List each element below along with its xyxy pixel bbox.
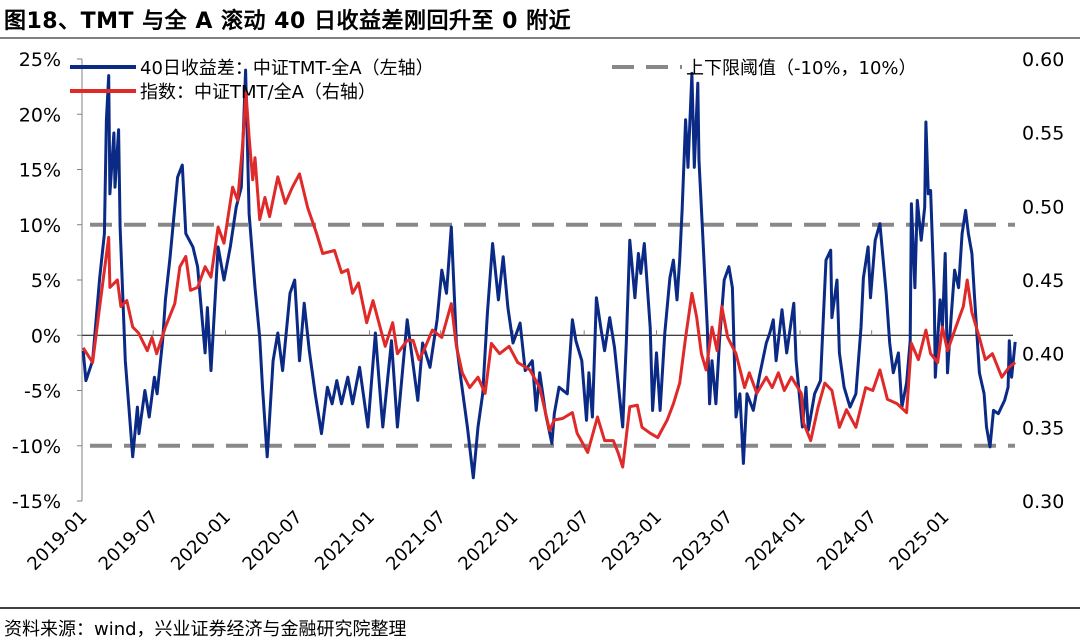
right-axis-tick-label: 0.60: [1022, 49, 1064, 71]
right-axis-tick-label: 0.35: [1022, 417, 1064, 439]
left-axis-tick-label: 5%: [31, 270, 61, 292]
series-line-return-spread: [81, 68, 1017, 480]
series-lines: [81, 68, 1017, 480]
x-axis-tick-label: 2022-07: [526, 507, 594, 575]
axes: 25% 20% 15% 10% 5% 0% -5% -10% -15% 0.60 0.55 0.50 0…: [12, 49, 1064, 575]
left-axis-tick-label: 20%: [19, 104, 61, 126]
right-axis-tick-label: 0.50: [1022, 196, 1064, 218]
footer-divider: [0, 607, 1080, 609]
x-axis-tick-label: 2022-01: [454, 507, 522, 575]
x-axis-tick-label: 2024-07: [813, 507, 881, 575]
x-axis-tick-label: 2024-01: [742, 507, 810, 575]
legend-label-return-spread: 40日收益差：中证TMT-全A（左轴）: [140, 58, 434, 79]
left-axis-tick-label: -15%: [12, 491, 61, 513]
legend-label-threshold: 上下限阈值（-10%，10%）: [686, 58, 917, 79]
x-axis-tick-label: 2023-07: [669, 507, 737, 575]
x-axis-tick-label: 2021-07: [382, 507, 450, 575]
x-axis-tick-label: 2019-07: [95, 507, 163, 575]
threshold-lines: [90, 222, 1015, 448]
legend: 40日收益差：中证TMT-全A（左轴） 指数：中证TMT/全A（右轴） 上下限阈值（…: [70, 58, 917, 103]
x-axis-tick-label: 2021-01: [311, 507, 379, 575]
right-axis-tick-label: 0.45: [1022, 270, 1064, 292]
left-axis-tick-label: 0%: [31, 325, 61, 347]
left-axis-tick-label: 10%: [19, 215, 61, 237]
series-line-index-ratio: [81, 91, 1017, 469]
legend-label-index-ratio: 指数：中证TMT/全A（右轴）: [140, 82, 376, 103]
left-axis-tick-label: -10%: [12, 436, 61, 458]
x-axis-tick-label: 2020-01: [167, 507, 235, 575]
x-axis-tick-label: 2019-01: [23, 507, 91, 575]
x-axis-tick-label: 2025-01: [885, 507, 953, 575]
title-divider: [0, 37, 1080, 39]
source-note: 资料来源：wind，兴业证券经济与金融研究院整理: [4, 619, 407, 640]
figure-title: 图18、TMT 与全 A 滚动 40 日收益差刚回升至 0 附近: [4, 9, 572, 34]
left-axis-tick-label: 25%: [19, 49, 61, 71]
right-axis-tick-label: 0.30: [1022, 491, 1064, 513]
right-axis-tick-label: 0.55: [1022, 123, 1064, 145]
x-axis-tick-label: 2023-01: [598, 507, 666, 575]
x-axis-tick-label: 2020-07: [239, 507, 307, 575]
line-chart: 25% 20% 15% 10% 5% 0% -5% -10% -15% 0.60 0.55 0.50 0…: [12, 49, 1064, 575]
left-axis-tick-label: -5%: [24, 381, 61, 403]
right-axis-tick-label: 0.40: [1022, 344, 1064, 366]
left-axis-tick-label: 15%: [19, 160, 61, 182]
